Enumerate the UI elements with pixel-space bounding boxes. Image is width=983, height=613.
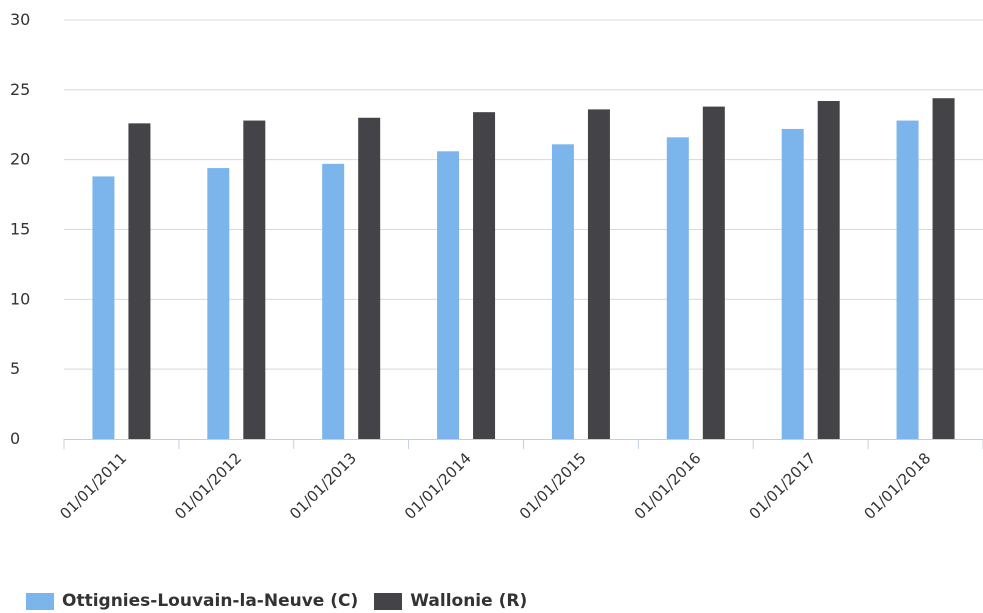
bar[interactable]	[437, 151, 460, 439]
x-tick-label: 01/01/2016	[631, 449, 705, 523]
bar[interactable]	[817, 101, 840, 440]
bar[interactable]	[473, 112, 496, 440]
x-tick-label: 01/01/2015	[516, 449, 590, 523]
y-axis: 0 5 10 15 20 25 30	[10, 10, 30, 448]
bar[interactable]	[781, 128, 804, 439]
x-tick-label: 01/01/2014	[401, 449, 475, 523]
bar[interactable]	[243, 120, 266, 439]
y-tick-label: 10	[10, 289, 30, 308]
legend-item-wallonie[interactable]: Wallonie (R)	[374, 591, 527, 611]
legend-label-wallonie: Wallonie (R)	[410, 591, 528, 611]
bar[interactable]	[207, 168, 230, 439]
bar[interactable]	[666, 137, 689, 439]
bar[interactable]	[896, 120, 919, 439]
bar[interactable]	[358, 117, 381, 440]
x-tick-label: 01/01/2013	[286, 449, 360, 523]
legend: Ottignies-Louvain-la-Neuve (C) Wallonie …	[26, 591, 543, 611]
x-axis: 01/01/2011 01/01/2012 01/01/2013 01/01/2014…	[56, 439, 983, 523]
legend-swatch-wallonie	[374, 592, 403, 610]
bar[interactable]	[587, 109, 610, 440]
legend-swatch-ottignies	[26, 592, 54, 610]
bar[interactable]	[702, 106, 725, 440]
y-tick-label: 25	[10, 80, 30, 99]
bar[interactable]	[322, 163, 345, 439]
legend-item-ottignies[interactable]: Ottignies-Louvain-la-Neuve (C)	[26, 591, 358, 611]
y-tick-label: 30	[10, 10, 30, 29]
x-tick-label: 01/01/2017	[746, 449, 820, 523]
bar[interactable]	[551, 144, 574, 439]
y-tick-label: 0	[10, 429, 20, 448]
gridlines	[64, 19, 983, 370]
bar[interactable]	[128, 123, 151, 439]
x-tick-label: 01/01/2011	[56, 449, 130, 523]
legend-label-ottignies: Ottignies-Louvain-la-Neuve (C)	[62, 591, 359, 611]
bar[interactable]	[92, 176, 115, 439]
bars	[92, 98, 955, 440]
bar[interactable]	[932, 98, 955, 440]
x-tick-label: 01/01/2018	[861, 449, 935, 523]
y-tick-label: 5	[10, 359, 20, 378]
x-tick-label: 01/01/2012	[171, 449, 245, 523]
y-tick-label: 15	[10, 220, 30, 239]
y-tick-label: 20	[10, 150, 30, 169]
